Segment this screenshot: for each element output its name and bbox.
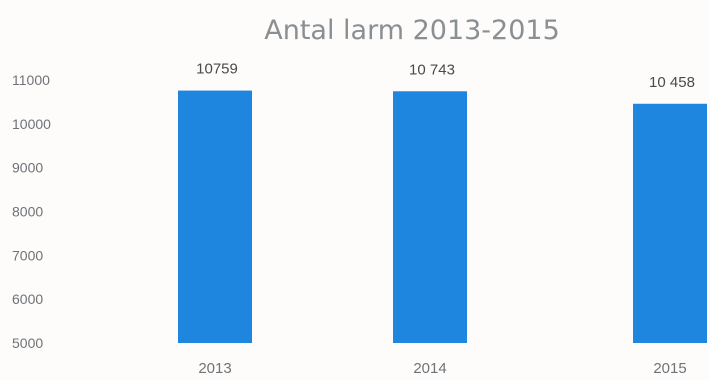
y-tick-label: 9000 [12,160,43,176]
data-label-group: 10759 10 743 10 458 [196,61,695,91]
bar [633,103,707,344]
y-axis: 11000 10000 9000 8000 7000 6000 5000 [12,72,51,351]
x-tick-label: 2015 [653,360,686,377]
y-tick-label: 10000 [12,116,51,132]
x-axis: 2013 2014 2015 [198,360,686,377]
x-tick-label: 2013 [198,360,231,377]
y-tick-label: 7000 [12,247,43,263]
x-tick-label: 2014 [413,360,446,377]
bar [178,90,252,343]
bar [393,91,467,343]
bar-group [178,90,707,344]
y-tick-label: 5000 [12,335,43,351]
y-tick-label: 6000 [12,291,43,307]
y-tick-label: 8000 [12,204,43,220]
data-label: 10759 [196,61,238,78]
chart-title: Antal larm 2013-2015 [264,15,560,46]
data-label: 10 458 [649,74,695,91]
data-label: 10 743 [409,61,455,78]
y-tick-label: 11000 [12,72,50,88]
